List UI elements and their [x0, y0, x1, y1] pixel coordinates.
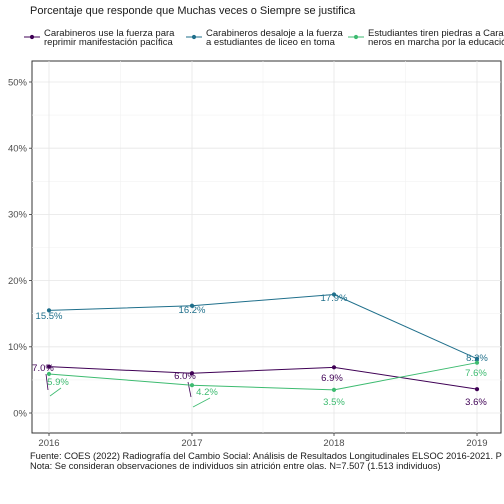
data-label: 15.5%	[36, 311, 63, 322]
series-3: 5.9% 4.2% 3.5% 7.6%	[46, 360, 487, 408]
data-point	[331, 292, 337, 297]
data-label: 3.5%	[323, 397, 345, 408]
series-line	[48, 362, 478, 391]
data-point	[474, 360, 480, 365]
data-label: 8.2%	[466, 353, 488, 364]
data-point	[46, 371, 52, 377]
x-tick-label: 2017	[181, 438, 202, 449]
caption-note: Nota: Se consideran observaciones de ind…	[30, 461, 441, 471]
data-point	[331, 387, 337, 392]
series-layer: 7.0% 6.0% 6.9% 3.6% 15.5% 16.2% 17.9% 8.2% 5.9% 4…	[32, 292, 488, 408]
data-label: 16.2%	[179, 305, 206, 316]
y-tick-label: 30%	[8, 210, 28, 221]
data-label: 3.6%	[465, 397, 487, 408]
x-tick-label: 2018	[323, 438, 344, 449]
data-label: 5.9%	[47, 377, 69, 388]
series-line	[48, 366, 478, 390]
data-point	[474, 356, 480, 361]
y-tick-label: 10%	[8, 342, 28, 353]
data-label: 17.9%	[321, 293, 348, 304]
data-point	[189, 371, 195, 376]
data-point	[474, 387, 480, 392]
y-tick-label: 20%	[8, 276, 28, 287]
label-leader-line	[192, 397, 211, 408]
plot-panel	[31, 60, 502, 434]
legend-label: neros en marcha por la educación	[368, 37, 504, 48]
y-tick-label: 50%	[8, 77, 28, 88]
legend-label: a estudiantes de liceo en toma	[206, 37, 336, 48]
legend-label: Estudiantes tiren piedras a Carab	[368, 28, 504, 39]
data-label: 7.6%	[465, 368, 487, 379]
x-tick-label: 2016	[38, 438, 59, 449]
chart-title: Porcentaje que responde que Muchas veces…	[30, 5, 356, 17]
data-label: 6.0%	[174, 371, 196, 382]
data-point	[46, 308, 52, 313]
caption-source: Fuente: COES (2022) Radiografía del Camb…	[30, 451, 502, 461]
x-tick-label: 2019	[466, 438, 487, 449]
data-point	[189, 303, 195, 308]
legend-label: Carabineros use la fuerza para	[44, 28, 175, 39]
series-1: 7.0% 6.0% 6.9% 3.6%	[32, 363, 487, 408]
y-tick-label: 40%	[8, 144, 28, 155]
legend-item-1: Carabineros use la fuerza para reprimir …	[24, 28, 175, 48]
data-label: 4.2%	[196, 387, 218, 398]
data-label: 7.0%	[32, 363, 54, 374]
y-tick-label: 0%	[13, 408, 27, 419]
legend-key-point	[29, 34, 35, 40]
data-point	[46, 364, 52, 369]
axis-layer: 0% 10% 20% 30% 40% 50% 2016 2017 2018 2019	[8, 77, 488, 449]
data-point	[331, 365, 337, 370]
data-label: 6.9%	[321, 373, 343, 384]
gridlines	[32, 61, 501, 433]
legend-label: reprimir manifestación pacífica	[44, 37, 174, 48]
legend-label: Carabineros desaloje a la fuerza	[206, 28, 343, 39]
label-leader-line	[45, 373, 49, 391]
series-2: 15.5% 16.2% 17.9% 8.2%	[36, 292, 488, 364]
legend-key-point	[191, 34, 197, 40]
legend-key-point	[353, 34, 359, 40]
legend: Carabineros use la fuerza para reprimir …	[24, 28, 504, 48]
data-point	[189, 383, 195, 388]
series-line	[48, 293, 478, 360]
label-leader-line	[49, 387, 62, 397]
